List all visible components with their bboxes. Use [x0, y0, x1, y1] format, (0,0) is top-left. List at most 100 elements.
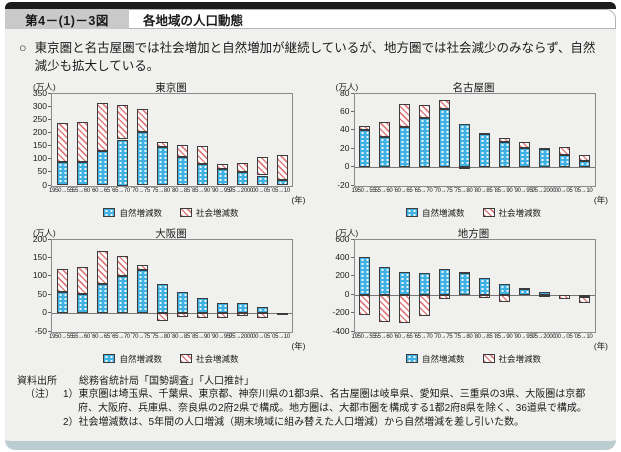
legend-item-natural: 自然増減数 — [103, 207, 162, 219]
bar-segment-social — [439, 294, 450, 300]
figure-header: 第4－(1)－3図 各地域の人口動態 — [5, 9, 616, 29]
plot-area — [353, 238, 596, 333]
x-axis-tick-label: 90→95 — [212, 187, 230, 194]
bar-segment-natural — [136, 132, 148, 186]
bar-segment-social — [399, 294, 410, 324]
x-axis-tick-label: 05→10 — [574, 187, 593, 194]
y-axis-unit-label: (万人) — [33, 227, 56, 238]
bar-segment-social — [459, 167, 470, 170]
x-axis-tick-label: 85→90 — [192, 187, 210, 194]
x-axis-tick — [453, 185, 455, 188]
y-axis-tick-label: 400 — [335, 251, 350, 262]
x-axis-tick — [231, 331, 232, 334]
y-axis-tick — [350, 147, 354, 149]
bar-segment-natural — [196, 298, 208, 314]
x-axis-tick-label: 85→90 — [494, 333, 513, 340]
x-axis-tick-label: 80→85 — [172, 187, 190, 194]
natural-swatch-icon — [405, 354, 418, 363]
x-axis-tick-label: 80→85 — [474, 333, 493, 340]
x-axis-tick-label: 00→05 — [252, 187, 270, 194]
x-axis-tick — [51, 331, 52, 334]
y-axis-unit-label: (万人) — [335, 227, 359, 238]
bar-segment-social — [156, 142, 168, 147]
x-axis-tick — [573, 185, 575, 188]
x-axis-tick — [231, 185, 232, 188]
bar-segment-social — [176, 313, 188, 317]
social-swatch-icon — [482, 354, 495, 363]
bar-segment-natural — [379, 267, 390, 295]
note1-row: （注） 1）東京圏は埼玉県、千葉県、東京都、神奈川県の1都3県、名古屋圏は岐阜県… — [17, 388, 604, 416]
bar-segment-natural — [156, 283, 168, 314]
x-axis-tick — [413, 185, 415, 188]
x-axis-tick — [553, 185, 555, 188]
bar-segment-social — [136, 265, 148, 271]
x-axis-tick-label: 60→65 — [394, 333, 413, 340]
bar-segment-natural — [56, 292, 68, 314]
x-axis-tick-label: 70→75 — [434, 187, 453, 194]
plot-area — [353, 92, 596, 187]
x-axis-tick-label: 65→70 — [414, 187, 433, 194]
y-axis-tick — [350, 92, 354, 94]
bar-segment-natural — [236, 303, 248, 314]
x-axis-tick-label: 70→75 — [132, 187, 150, 194]
bar-segment-social — [379, 294, 390, 323]
bar-segment-social — [479, 133, 490, 136]
y-axis-tick-label: 0 — [344, 288, 350, 299]
x-axis-tick-label: 90→95 — [514, 187, 533, 194]
y-axis-tick-label: 100 — [32, 270, 47, 281]
y-axis-tick-label: -400 — [332, 325, 350, 336]
bar-segment-natural — [399, 271, 410, 295]
x-axis-tick — [573, 331, 575, 334]
x-axis-tick-label: 65→70 — [112, 333, 130, 340]
x-axis-unit-label: (年) — [593, 194, 608, 205]
bar-segment-natural — [96, 284, 108, 314]
y-axis-tick-label: 150 — [32, 140, 47, 151]
legend-item-social: 社会増減数 — [180, 207, 239, 219]
x-axis-tick — [553, 331, 555, 334]
x-axis-tick — [51, 185, 52, 188]
legend-item-social: 社会増減数 — [482, 207, 542, 219]
bar-segment-social — [559, 146, 570, 156]
y-axis-tick — [48, 238, 51, 240]
legend-label-social: 社会増減数 — [498, 207, 542, 218]
bar-segment-natural — [539, 291, 550, 295]
y-axis-unit-label: (万人) — [335, 81, 359, 92]
y-axis-tick-label: 0 — [344, 161, 350, 172]
bar-segment-social — [116, 255, 128, 276]
bar-segment-social — [399, 103, 410, 127]
y-axis-tick-label: 250 — [32, 113, 47, 124]
bar-segment-social — [196, 145, 208, 165]
plot-area — [51, 92, 293, 187]
bar-segment-natural — [359, 130, 370, 168]
x-axis-tick-label: 00→05 — [252, 333, 270, 340]
y-axis-tick-label: 200 — [32, 233, 47, 244]
x-axis-tick — [131, 331, 132, 334]
y-axis-tick — [48, 293, 51, 295]
legend-label-natural: 自然増減数 — [119, 353, 162, 364]
lead-bullet: ○ — [19, 41, 27, 55]
y-axis-tick-label: 0 — [42, 179, 47, 190]
bar-segment-social — [56, 123, 68, 162]
x-axis-tick — [191, 185, 192, 188]
bar-segment-social — [479, 294, 490, 299]
bar-segment-social — [216, 164, 228, 170]
bar-segment-social — [96, 103, 108, 152]
bar-segment-natural — [136, 270, 148, 314]
bar-segment-natural — [419, 118, 430, 168]
bar-segment-natural — [216, 169, 228, 186]
y-axis-tick — [48, 184, 51, 186]
x-axis-tick-label: 75→80 — [454, 187, 473, 194]
y-axis-tick-label: 60 — [340, 105, 350, 116]
bar-segment-social — [519, 287, 530, 290]
social-swatch-icon — [482, 208, 495, 217]
bar-segment-natural — [76, 293, 88, 314]
x-axis-tick — [473, 185, 475, 188]
x-axis-tick-label: 55→60 — [374, 187, 393, 194]
x-axis-tick — [473, 331, 475, 334]
x-axis-tick-label: 75→80 — [152, 333, 170, 340]
bar-segment-social — [196, 313, 208, 318]
y-axis-tick — [48, 171, 51, 173]
bar-segment-social — [499, 294, 510, 302]
bar-segment-social — [236, 162, 248, 172]
